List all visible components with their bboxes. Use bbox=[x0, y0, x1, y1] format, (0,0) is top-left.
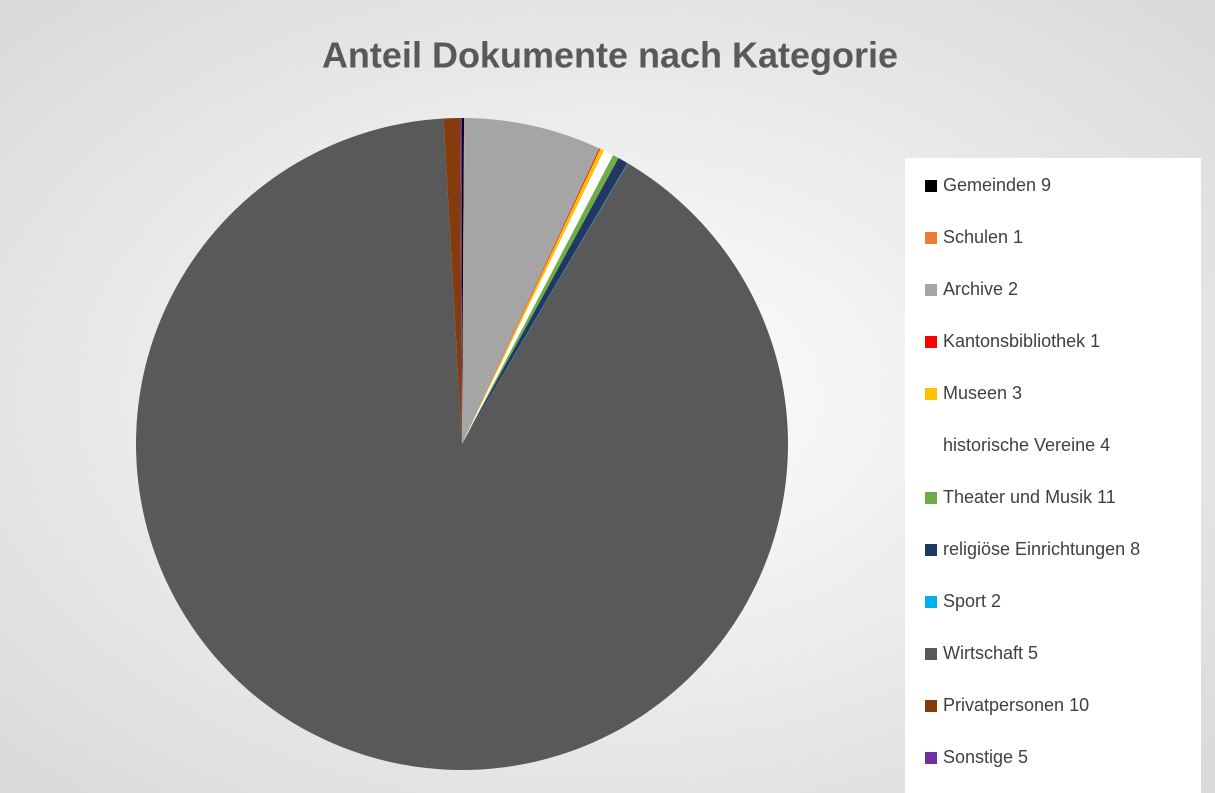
legend-swatch bbox=[925, 648, 937, 660]
legend-label: Privatpersonen 10 bbox=[943, 695, 1089, 715]
pie-slice bbox=[462, 118, 465, 444]
legend-swatch bbox=[925, 700, 937, 712]
legend-label: Sport 2 bbox=[943, 591, 1001, 611]
legend-label: Schulen 1 bbox=[943, 227, 1023, 247]
pie-slice bbox=[462, 163, 628, 444]
legend-label: Gemeinden 9 bbox=[943, 175, 1051, 195]
legend-label: Archive 2 bbox=[943, 279, 1018, 299]
pie-slice bbox=[462, 155, 619, 445]
pie-slice bbox=[462, 148, 604, 445]
legend-label: Sonstige 5 bbox=[943, 747, 1028, 767]
legend-label: Wirtschaft 5 bbox=[943, 643, 1038, 663]
legend-swatch bbox=[924, 439, 938, 453]
chart-title: Anteil Dokumente nach Kategorie bbox=[322, 35, 898, 76]
pie-slice bbox=[462, 158, 628, 445]
pie-slice bbox=[462, 118, 600, 444]
legend-swatch bbox=[925, 544, 937, 556]
pie-slice bbox=[462, 150, 614, 444]
legend-label: Museen 3 bbox=[943, 383, 1022, 403]
pie-slice bbox=[462, 148, 601, 444]
legend-label: Theater und Musik 11 bbox=[943, 487, 1116, 507]
pie-slice bbox=[459, 118, 462, 444]
legend-swatch bbox=[925, 388, 937, 400]
legend-swatch bbox=[925, 180, 937, 192]
legend-label: historische Vereine 4 bbox=[943, 435, 1110, 455]
legend-label: religiöse Einrichtungen 8 bbox=[943, 539, 1140, 559]
pie-slice bbox=[443, 118, 462, 444]
legend-box bbox=[905, 158, 1201, 793]
legend-swatch bbox=[925, 596, 937, 608]
legend-swatch bbox=[925, 492, 937, 504]
legend-label: Kantonsbibliothek 1 bbox=[943, 331, 1100, 351]
legend-swatch bbox=[925, 336, 937, 348]
legend-swatch bbox=[925, 232, 937, 244]
pie-slice bbox=[135, 118, 789, 771]
legend-swatch bbox=[925, 284, 937, 296]
legend-swatch bbox=[925, 752, 937, 764]
pie-slice bbox=[462, 118, 465, 444]
